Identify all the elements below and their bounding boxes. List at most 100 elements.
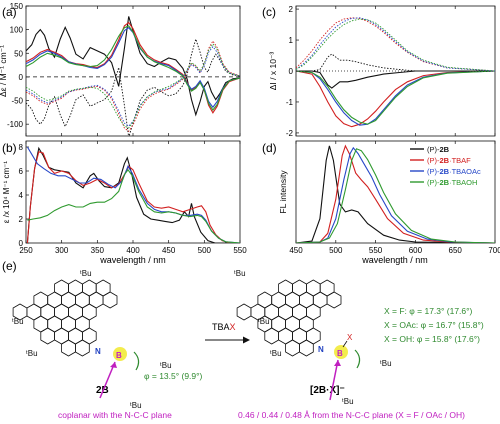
phi-arrow-right — [354, 349, 361, 369]
series-line-dotted — [26, 43, 240, 129]
legend: (P)-2B(P)-2B·TBAF(P)-2B·TBAOAc(P)-2B·TBA… — [410, 145, 481, 187]
series-line-dotted — [296, 53, 495, 72]
ring — [285, 339, 300, 357]
magenta-arrow-right — [329, 359, 339, 401]
y-tick-label: -50 — [11, 97, 23, 106]
molecule-2b — [12, 279, 118, 357]
legend-entry: (P)-2B — [427, 145, 450, 154]
legend-suffix: ·TBAOH — [449, 178, 477, 187]
series-line — [26, 25, 240, 111]
legend-prefix: (P)- — [427, 145, 440, 154]
series-line-dotted — [296, 17, 495, 72]
series-line-dotted — [26, 45, 240, 127]
panel-d-xlabel: wavelength / nm — [361, 255, 428, 265]
atom-n-left: N — [95, 347, 101, 356]
series-line — [296, 70, 495, 89]
x-tick-label: 600 — [409, 246, 423, 255]
panel-b-frame — [25, 140, 241, 244]
x-tick-label: 550 — [369, 246, 383, 255]
y-tick-label: 2 — [19, 215, 24, 224]
legend-prefix: (P)- — [427, 167, 440, 176]
legend-entry: (P)-2B·TBAOH — [427, 178, 477, 187]
panel-b-xlabel: wavelength / nm — [99, 255, 166, 265]
series-line — [296, 70, 495, 128]
x-tick-label: 400 — [126, 246, 140, 255]
tbu-label: ᵗBu — [258, 317, 270, 326]
panel-label-c: (c) — [262, 5, 276, 19]
panel-label-e: (e) — [2, 259, 17, 273]
x-tick-label: 650 — [449, 246, 463, 255]
magenta-arrowhead — [334, 360, 341, 366]
panel-label-a: (a) — [2, 5, 17, 19]
b-x-bond — [342, 340, 348, 348]
ring — [236, 303, 252, 321]
left-note: coplanar with the N-C-C plane — [58, 410, 172, 420]
x-tick-label: 250 — [19, 246, 33, 255]
y-tick-label: 0 — [289, 67, 294, 76]
atom-b-left: B — [116, 351, 122, 360]
legend-bold: 2B — [440, 156, 450, 165]
series-line — [26, 151, 240, 243]
panel-label-b: (b) — [2, 141, 17, 155]
y-tick-label: 2 — [289, 5, 294, 14]
panel-a-frame — [25, 5, 241, 137]
phi-arrow-left — [133, 351, 140, 371]
y-tick-label: 150 — [10, 2, 24, 11]
panel-b-ylabel: ε /x 10⁴ M⁻¹ cm⁻¹ — [2, 161, 11, 223]
y-tick-label: 0 — [19, 73, 24, 82]
x-tick-label: 500 — [329, 246, 343, 255]
ring — [40, 327, 55, 345]
reaction-arrowhead — [243, 336, 250, 344]
y-tick-label: 4 — [19, 191, 24, 200]
ring — [264, 327, 279, 345]
series-line — [26, 16, 240, 117]
magenta-arrowhead — [110, 362, 117, 368]
tbu-label: ᵗBu — [380, 359, 392, 368]
y-tick-label: -1 — [286, 98, 294, 107]
series-line-dotted — [296, 18, 495, 72]
panel-c-ylabel: ΔI / x 10⁻³ — [268, 52, 278, 91]
angle-line-oh: X = OH: φ = 15.8° (17.6°) — [384, 334, 480, 344]
reagent-label: TBAX — [212, 322, 236, 332]
series-line — [296, 146, 495, 243]
legend-bold: 2B — [440, 178, 450, 187]
y-tick-label: 1 — [289, 36, 294, 45]
legend-bold: 2B — [440, 167, 450, 176]
series-line-dotted — [296, 17, 495, 72]
legend-prefix: (P)- — [427, 178, 440, 187]
y-tick-label: -2 — [286, 129, 294, 138]
series-line — [296, 145, 495, 243]
x-tick-label: 700 — [488, 246, 500, 255]
y-tick-label: -100 — [7, 120, 24, 129]
tbu-label: ᵗBu — [342, 397, 354, 406]
series-line — [296, 148, 495, 243]
tbu-label: ᵗBu — [130, 401, 142, 410]
series-line — [26, 146, 240, 243]
magenta-arrow-left — [99, 361, 116, 399]
legend-suffix: ·TBAF — [449, 156, 471, 165]
panel-d-ylabel: FL intensity — [278, 170, 288, 214]
panel-label-d: (d) — [262, 141, 277, 155]
ring — [326, 291, 342, 309]
ring — [299, 339, 314, 357]
tbu-label: ᵗBu — [160, 361, 172, 370]
series-line — [27, 168, 240, 243]
reagent-x: X — [230, 322, 236, 332]
reagent-prefix: TBA — [212, 322, 230, 332]
ring — [75, 339, 90, 357]
y-tick-label: 50 — [14, 49, 23, 58]
legend-entry: (P)-2B·TBAF — [427, 156, 471, 165]
molecule-2b-x — [236, 279, 342, 357]
atom-n-right: N — [318, 345, 324, 354]
x-tick-label: 550 — [233, 246, 247, 255]
y-tick-label: 100 — [10, 26, 24, 35]
y-tick-label: 8 — [19, 143, 24, 152]
atom-b-right: B — [337, 349, 343, 358]
panel-d-frame — [295, 140, 496, 244]
x-tick-label: 300 — [55, 246, 69, 255]
legend-suffix: ·TBAOAc — [449, 167, 481, 176]
angle-line-oac: X = OAc: φ = 16.7° (15.8°) — [384, 320, 484, 330]
series-line — [296, 144, 495, 243]
boron-highlight — [113, 347, 127, 361]
